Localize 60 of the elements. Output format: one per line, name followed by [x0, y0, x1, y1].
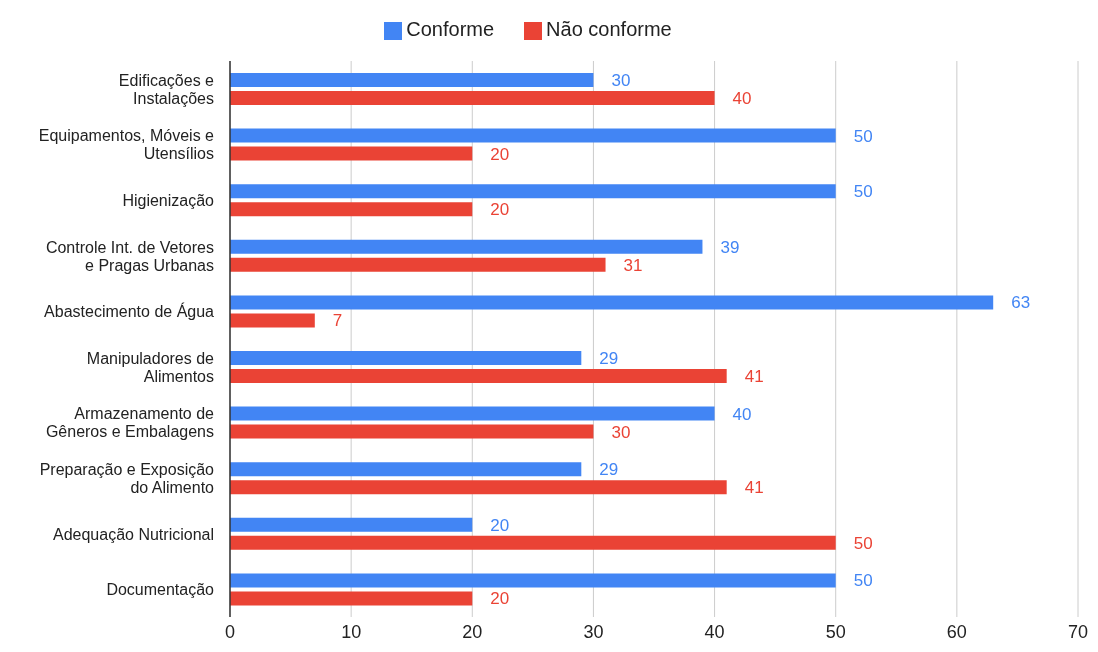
legend-label: Conforme: [406, 18, 495, 40]
data-label: 63: [1011, 293, 1031, 313]
bar: [230, 184, 836, 199]
y-tick-label: Adequação Nutricional: [53, 525, 214, 543]
y-tick-label: Documentação: [106, 580, 215, 598]
x-tick-label: 10: [341, 621, 362, 642]
bar: [230, 573, 836, 588]
bar: [230, 424, 594, 439]
data-label: 29: [599, 460, 619, 480]
data-label: 20: [490, 589, 510, 609]
bar: [230, 517, 473, 532]
x-tick-label: 20: [462, 621, 483, 642]
bar: [230, 406, 715, 421]
y-tick-label: Higienização: [122, 191, 215, 209]
data-label: 41: [744, 367, 764, 387]
bar: [230, 351, 582, 365]
data-label: 50: [853, 126, 873, 146]
bar: [230, 257, 606, 272]
bar: [230, 462, 582, 477]
bar: [230, 202, 473, 217]
x-tick-label: 40: [704, 621, 725, 642]
data-label: 29: [599, 349, 619, 369]
y-tick-label: Preparação e Exposição do Alimento: [39, 460, 215, 496]
bar: [230, 128, 836, 143]
data-label: 7: [332, 311, 343, 331]
x-tick-label: 60: [946, 621, 967, 642]
data-label: 39: [720, 237, 740, 257]
bar: [230, 295, 994, 310]
bar: [230, 369, 727, 383]
bar: [230, 535, 836, 550]
data-label: 40: [732, 404, 752, 424]
data-label: 20: [490, 200, 510, 220]
y-tick-label: Edificações e Instalações: [118, 71, 215, 107]
data-label: 20: [490, 144, 510, 164]
x-tick-label: 0: [224, 621, 236, 642]
bar: [230, 591, 473, 606]
bar: [230, 73, 594, 87]
bar: [230, 313, 315, 328]
y-tick-label: Equipamentos, Móveis e Utensílios: [38, 126, 215, 162]
data-label: 50: [853, 533, 873, 553]
data-label: 41: [744, 478, 764, 498]
y-tick-label: Controle Int. de Vetores e Pragas Urbanas: [45, 238, 214, 274]
bar: [230, 146, 473, 161]
x-tick-label: 70: [1067, 621, 1089, 642]
bar: [230, 480, 727, 495]
y-tick-label: Abastecimento de Água: [44, 301, 215, 320]
x-tick-label: 50: [825, 621, 846, 642]
y-tick-label: Manipuladores de Alimentos: [86, 349, 215, 385]
data-label: 30: [611, 422, 631, 442]
legend-label: Não conforme: [546, 18, 672, 40]
bar: [230, 239, 703, 254]
data-label: 50: [853, 182, 873, 202]
data-label: 40: [732, 89, 752, 109]
x-tick-label: 30: [583, 621, 604, 642]
data-label: 20: [490, 515, 510, 535]
bar: [230, 91, 715, 105]
y-tick-label: Armazenamento de Gêneros e Embalagens: [45, 404, 215, 440]
data-label: 31: [623, 255, 643, 275]
data-label: 30: [611, 71, 631, 91]
data-label: 50: [853, 571, 873, 591]
